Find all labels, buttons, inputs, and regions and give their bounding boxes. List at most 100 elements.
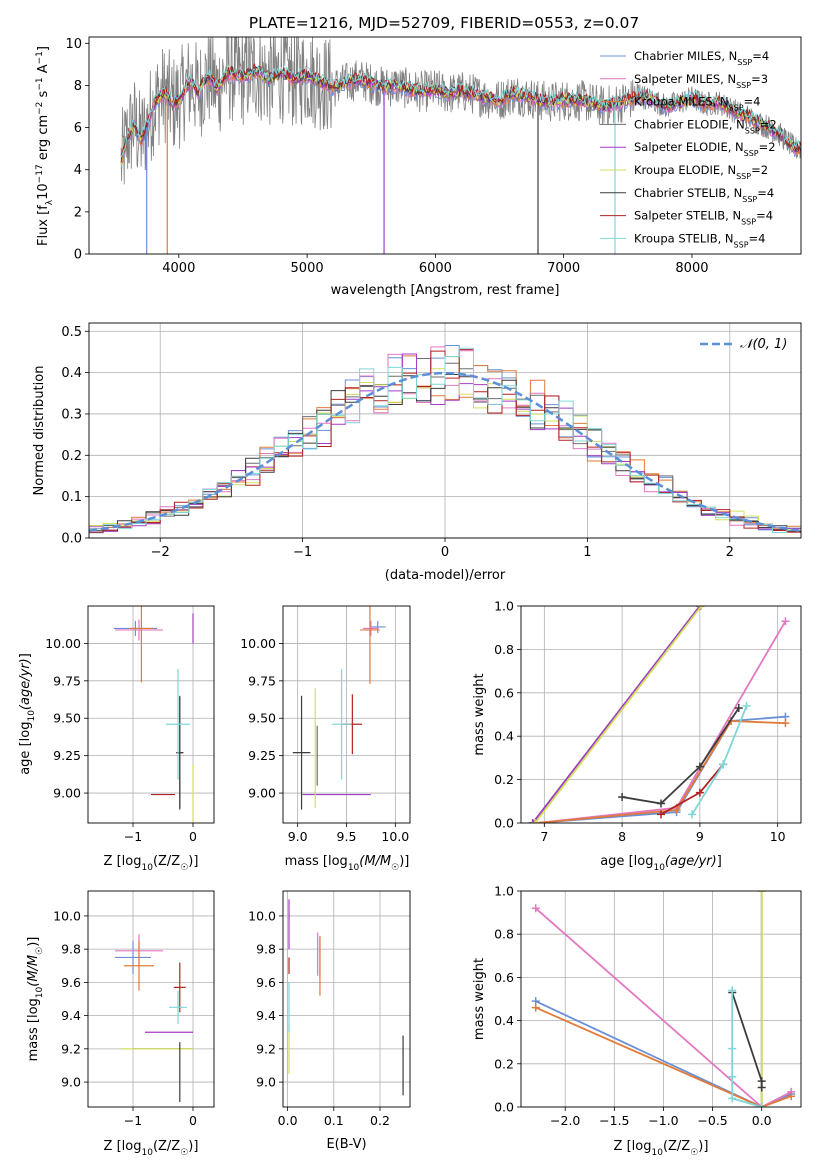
label-part: SSP	[736, 80, 751, 89]
x-axis-label: wavelength [Angstrom, rest frame]	[331, 283, 560, 298]
weight-marker	[757, 1103, 766, 1107]
weight-marker	[657, 810, 665, 819]
plot-area	[113, 606, 194, 823]
label-part: )]	[698, 1139, 708, 1154]
y-tick-label: 0.4	[494, 729, 514, 744]
label-part: Flux [f	[36, 205, 51, 246]
y-tick-label: 9.00	[53, 786, 81, 801]
y-tick-label: 0.0	[494, 1100, 514, 1115]
label-part: SSP	[741, 217, 756, 226]
label-part: =4	[749, 231, 766, 245]
label-part: ☉	[391, 863, 399, 873]
weight-marker	[688, 810, 697, 819]
x-tick-label: 9	[696, 829, 704, 844]
y-tick-label: 0.8	[494, 642, 514, 657]
x-axis-label: age [log10(age/yr)]	[600, 854, 722, 873]
y-axis-label: mass [log10(M/M☉)]	[26, 937, 45, 1062]
y-tick-label: 1.0	[494, 884, 514, 899]
page-title: PLATE=1216, MJD=52709, FIBERID=0553, z=0…	[249, 14, 639, 32]
weight-marker	[695, 762, 704, 771]
legend-label: Kroupa ELODIE, NSSP=2	[634, 163, 768, 181]
label-part: SSP	[734, 240, 749, 249]
label-part: (Z/Z	[153, 1139, 180, 1154]
chart-mass-vs-ebv: 0.0 0.1 0.2 9.0 9.2 9.4 9.6 9.8 10.0 E(B-V)	[248, 890, 411, 1152]
weight-marker	[728, 986, 737, 995]
label-part: s	[36, 90, 51, 101]
x-tick-label: 6000	[419, 261, 452, 276]
x-tick-label: 0	[189, 829, 197, 844]
weight-line	[621, 707, 740, 805]
label-part: =4	[757, 186, 774, 200]
x-tick-label: 2	[726, 545, 734, 560]
axes-frame	[87, 890, 215, 1108]
legend-label: Salpeter ELODIE, NSSP=2	[634, 140, 776, 158]
plot-area	[528, 606, 790, 823]
weight-marker	[757, 891, 766, 895]
label-part: ☉	[35, 947, 45, 955]
x-axis-label: Z [log10(Z/Z☉)]	[104, 854, 199, 873]
weight-line	[536, 720, 786, 823]
y-tick-label: 1.0	[494, 599, 514, 614]
plot-area	[292, 606, 386, 810]
y-tick-label: 9.50	[53, 711, 81, 726]
weight-marker	[781, 719, 790, 728]
x-tick-label: −0.5	[697, 1113, 727, 1128]
y-tick-label: 9.4	[256, 1008, 276, 1023]
y-tick-label: 0.2	[61, 449, 82, 464]
weight-marker	[781, 617, 790, 626]
label-part: )]	[399, 854, 409, 869]
label-part: SSP	[736, 172, 751, 181]
label-part: =4	[756, 209, 773, 223]
x-tick-label: 8000	[675, 261, 708, 276]
y-tick-label: 9.6	[256, 975, 276, 990]
weight-line	[535, 1006, 792, 1107]
legend-label: Chabrier ELODIE, NSSP=2	[634, 117, 777, 135]
y-tick-label: 9.25	[53, 748, 81, 763]
chart-weight-vs-z: −2.0 −1.5 −1.0 −0.5 0.0 0.0 0.2 0.4 0.6 0.8 1.0 Z […	[472, 884, 802, 1158]
label-part: =2	[760, 117, 777, 131]
x-tick-label: −1	[124, 829, 142, 844]
y-tick-label: 10.00	[240, 636, 276, 651]
y-tick-label: 0.0	[61, 532, 82, 547]
weight-line	[731, 992, 763, 1088]
x-tick-label: 10.0	[381, 829, 409, 844]
y-axis-label: mass weight	[472, 958, 487, 1040]
weight-marker	[728, 1044, 737, 1053]
legend-label: Chabrier MILES, NSSP=4	[634, 49, 769, 67]
x-axis-label: mass [log10(M/M☉)]	[285, 854, 410, 873]
legend-label: Kroupa STELIB, NSSP=4	[634, 231, 765, 249]
label-part: SSP	[745, 126, 760, 135]
y-tick-label: 10.0	[53, 908, 81, 923]
label-part: (age/yr)	[18, 658, 33, 710]
label-part: Kroupa ELODIE, N	[634, 163, 736, 177]
weight-marker	[531, 819, 539, 823]
axes-frame	[520, 890, 802, 1108]
axes-frame	[282, 605, 411, 824]
y-tick-label: 9.2	[256, 1041, 276, 1056]
label-part: )]	[188, 854, 198, 869]
y-tick-label: 9.25	[248, 748, 276, 763]
axes-frame	[88, 36, 802, 255]
weight-line	[535, 907, 792, 1107]
label-part: ]	[717, 854, 722, 869]
y-tick-label: 4	[74, 163, 82, 178]
residual-histogram-series	[89, 347, 801, 538]
chart-mass-vs-z: −1 0 9.0 9.2 9.4 9.6 9.8 10.0 Z [log10(Z/Z☉)] mas…	[26, 890, 215, 1158]
label-part: −2	[35, 102, 45, 115]
label-part: −1	[35, 51, 45, 64]
label-part: Salpeter ELODIE, N	[634, 140, 744, 154]
x-tick-label: 0.1	[324, 1113, 344, 1128]
x-tick-label: 7000	[547, 261, 580, 276]
weight-line	[531, 606, 701, 823]
weight-marker	[531, 904, 540, 913]
x-tick-label: 0.0	[278, 1113, 298, 1128]
label-part: −1	[35, 77, 45, 90]
x-tick-label: −1.5	[599, 1113, 629, 1128]
label-part: λ	[45, 199, 55, 205]
weight-line	[534, 606, 703, 823]
x-tick-label: 9.0	[288, 829, 308, 844]
weight-line	[535, 1000, 792, 1107]
axes-frame	[282, 890, 411, 1108]
legend-label: Salpeter STELIB, NSSP=4	[634, 209, 773, 227]
